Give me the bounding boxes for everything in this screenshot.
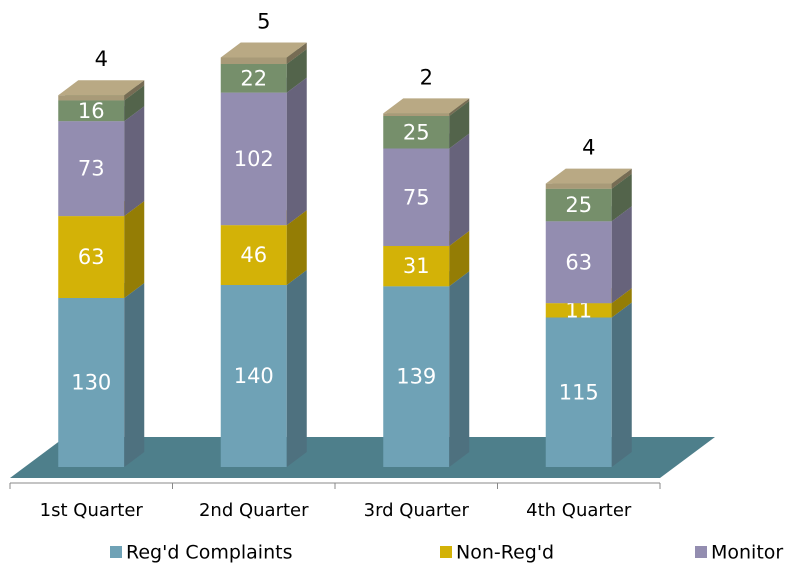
- data-label: 140: [234, 364, 274, 388]
- bar-side: [611, 206, 632, 304]
- bar-side: [611, 173, 632, 222]
- data-label: 139: [396, 365, 436, 389]
- data-label: 2: [420, 65, 433, 89]
- data-label: 25: [565, 193, 592, 217]
- bar-top: [220, 42, 307, 58]
- bar-segment: [545, 188, 612, 222]
- data-label: 73: [78, 157, 105, 181]
- bar-side: [286, 77, 307, 226]
- legend-swatch: [440, 546, 452, 558]
- legend-label: Monitor: [711, 542, 783, 564]
- data-label: 63: [78, 245, 105, 269]
- data-label: 22: [240, 66, 267, 90]
- bar-side: [611, 288, 632, 318]
- bar-segment: [220, 92, 287, 226]
- data-label: 25: [403, 120, 430, 144]
- bar-top: [58, 80, 145, 96]
- bar-side: [449, 133, 470, 246]
- bar-segment: [220, 64, 287, 93]
- legend-swatch: [110, 546, 122, 558]
- x-tick-label: 4th Quarter: [526, 500, 632, 521]
- bar-side: [611, 302, 632, 467]
- bar-segment: [545, 303, 612, 318]
- bar-side: [124, 85, 145, 122]
- bar-segment: [383, 148, 450, 246]
- data-label: 31: [403, 254, 430, 278]
- data-label: 4: [582, 136, 595, 160]
- bar-segment: [58, 298, 125, 467]
- data-label: 130: [71, 371, 111, 395]
- bar-side: [449, 231, 470, 287]
- data-label: 46: [240, 243, 267, 267]
- data-label: 4: [95, 47, 108, 71]
- bar-side: [124, 106, 145, 217]
- data-label: 5: [257, 10, 270, 34]
- bar-segment: [58, 216, 125, 298]
- bar-side: [286, 210, 307, 285]
- bar-segment: [383, 246, 450, 287]
- bar-segment: [383, 286, 450, 467]
- data-label: 63: [565, 250, 592, 274]
- bar-side: [124, 201, 145, 298]
- bar-side: [611, 168, 632, 189]
- floor: [10, 437, 715, 478]
- bar-segment: [220, 57, 287, 64]
- bar-segment: [545, 317, 612, 467]
- legend-swatch: [695, 546, 707, 558]
- data-label: 75: [403, 185, 430, 209]
- legend-label: Non-Reg'd: [456, 542, 554, 564]
- bar-side: [449, 271, 470, 467]
- bar-segment: [545, 183, 612, 189]
- data-label: 16: [78, 99, 105, 123]
- bar-side: [449, 98, 470, 116]
- bar-segment: [58, 100, 125, 122]
- data-label: 102: [234, 147, 274, 171]
- bar-side: [124, 80, 145, 101]
- bar-side: [286, 49, 307, 93]
- bar-side: [124, 283, 145, 467]
- bar-side: [286, 270, 307, 467]
- data-label: 115: [559, 380, 599, 404]
- bar-segment: [383, 116, 450, 149]
- bar-top: [383, 98, 470, 114]
- bar-segment: [545, 221, 612, 304]
- bar-segment: [58, 121, 125, 217]
- bar-segment: [58, 95, 125, 101]
- bar-segment: [383, 113, 450, 116]
- x-tick-label: 2nd Quarter: [199, 500, 309, 521]
- bar-side: [449, 101, 470, 149]
- bar-segment: [220, 225, 287, 285]
- x-tick-label: 3rd Quarter: [364, 500, 470, 521]
- bar-segment: [220, 285, 287, 467]
- x-tick-label: 1st Quarter: [40, 500, 144, 521]
- bar-top: [545, 168, 632, 184]
- bar-side: [286, 42, 307, 64]
- legend-label: Reg'd Complaints: [126, 542, 292, 564]
